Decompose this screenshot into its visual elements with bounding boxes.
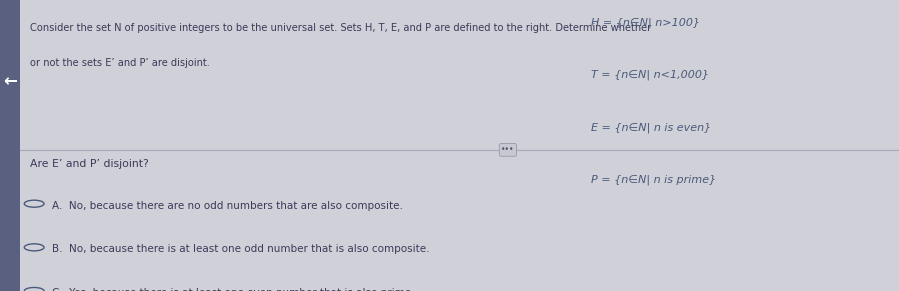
Text: Are E’ and P’ disjoint?: Are E’ and P’ disjoint? — [30, 159, 148, 168]
Text: ←: ← — [3, 72, 17, 91]
Text: C.  Yes, because there is at least one even number that is also prime.: C. Yes, because there is at least one ev… — [52, 288, 414, 291]
FancyBboxPatch shape — [0, 0, 20, 291]
Text: or not the sets E’ and P’ are disjoint.: or not the sets E’ and P’ are disjoint. — [30, 58, 209, 68]
Text: P = {n∈N| n is prime}: P = {n∈N| n is prime} — [591, 175, 716, 185]
Text: E = {n∈N| n is even}: E = {n∈N| n is even} — [591, 122, 711, 133]
Text: B.  No, because there is at least one odd number that is also composite.: B. No, because there is at least one odd… — [52, 244, 430, 254]
Text: H = {n∈N| n>100}: H = {n∈N| n>100} — [591, 17, 699, 28]
Text: •••: ••• — [501, 146, 515, 154]
Text: Consider the set N of positive integers to be the universal set. Sets H, T, E, a: Consider the set N of positive integers … — [30, 23, 651, 33]
Text: T = {n∈N| n<1,000}: T = {n∈N| n<1,000} — [591, 70, 708, 80]
Text: A.  No, because there are no odd numbers that are also composite.: A. No, because there are no odd numbers … — [52, 201, 403, 211]
